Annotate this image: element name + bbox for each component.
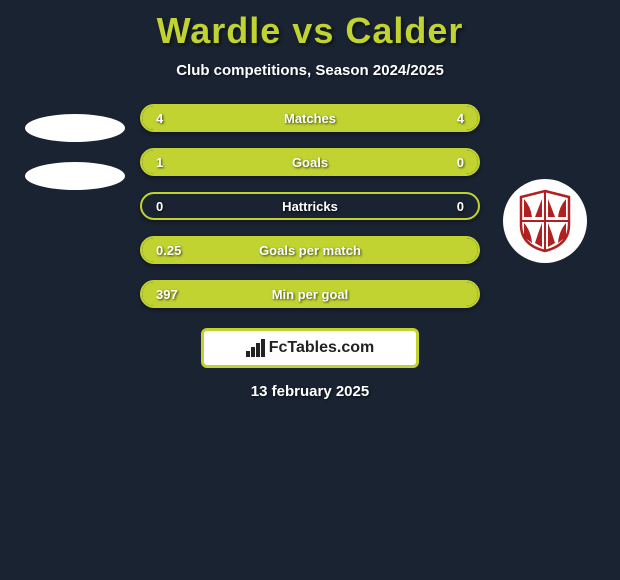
stat-value-left: 397 bbox=[156, 287, 178, 302]
shield-icon bbox=[517, 189, 573, 253]
stat-row: 1 Goals 0 bbox=[140, 148, 480, 176]
badge-ellipse bbox=[25, 114, 125, 142]
stats-column: 4 Matches 4 1 Goals 0 0 Hattricks 0 0.25 Goals per… bbox=[140, 104, 480, 308]
stat-label: Goals bbox=[292, 155, 328, 170]
date-label: 13 february 2025 bbox=[0, 383, 620, 400]
subtitle: Club competitions, Season 2024/2025 bbox=[0, 62, 620, 79]
main-row: 4 Matches 4 1 Goals 0 0 Hattricks 0 0.25 Goals per… bbox=[0, 104, 620, 308]
stat-value-right: 4 bbox=[457, 111, 464, 126]
stat-value-left: 4 bbox=[156, 111, 163, 126]
stat-label: Goals per match bbox=[259, 243, 361, 258]
comparison-card: Wardle vs Calder Club competitions, Seas… bbox=[0, 0, 620, 580]
stat-row: 397 Min per goal bbox=[140, 280, 480, 308]
main-title: Wardle vs Calder bbox=[0, 10, 620, 52]
stat-value-left: 1 bbox=[156, 155, 163, 170]
stat-label: Matches bbox=[284, 111, 336, 126]
badge-ellipse bbox=[25, 162, 125, 190]
stat-label: Min per goal bbox=[272, 287, 349, 302]
player-right-badge bbox=[495, 104, 595, 263]
stat-text: 4 Matches 4 bbox=[142, 106, 478, 130]
stat-row: 0.25 Goals per match bbox=[140, 236, 480, 264]
stat-text: 1 Goals 0 bbox=[142, 150, 478, 174]
stat-text: 0.25 Goals per match bbox=[142, 238, 478, 262]
stat-label: Hattricks bbox=[282, 199, 338, 214]
stat-text: 397 Min per goal bbox=[142, 282, 478, 306]
club-crest-icon bbox=[503, 179, 587, 263]
stat-text: 0 Hattricks 0 bbox=[142, 194, 478, 218]
stat-value-left: 0 bbox=[156, 199, 163, 214]
stat-value-left: 0.25 bbox=[156, 243, 181, 258]
stat-row: 4 Matches 4 bbox=[140, 104, 480, 132]
player-left-badges bbox=[25, 104, 125, 190]
fctables-banner[interactable]: FcTables.com bbox=[201, 328, 419, 368]
banner-text: FcTables.com bbox=[269, 339, 375, 357]
stat-value-right: 0 bbox=[457, 199, 464, 214]
stat-row: 0 Hattricks 0 bbox=[140, 192, 480, 220]
stat-value-right: 0 bbox=[457, 155, 464, 170]
chart-icon bbox=[246, 339, 265, 357]
